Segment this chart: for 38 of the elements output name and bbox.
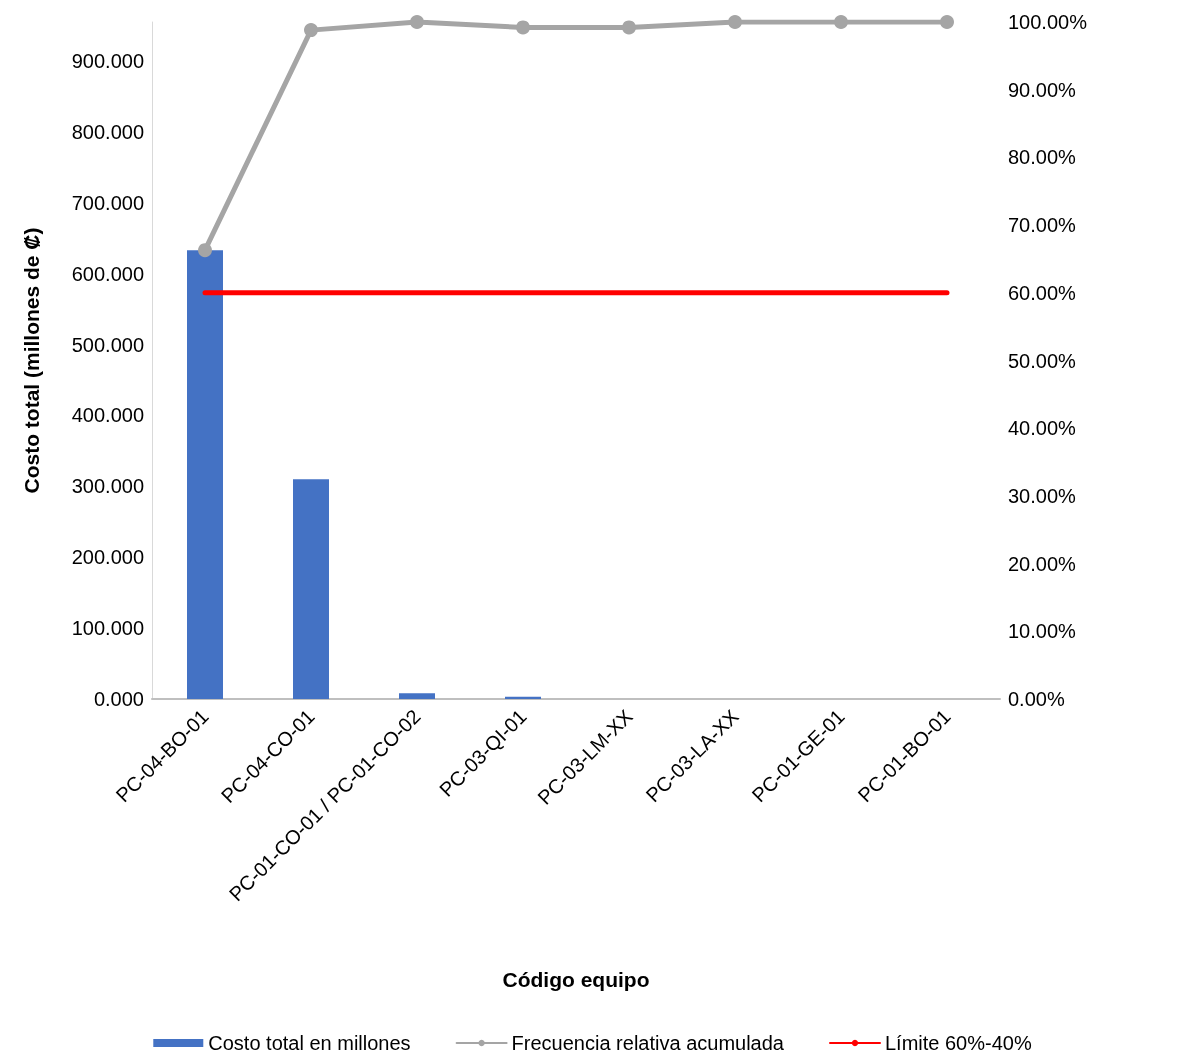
- y-tick-label: 400.000: [71, 404, 144, 427]
- bar: [293, 479, 329, 699]
- y-tick-label: 100.000: [71, 617, 144, 640]
- y-tick-label: 500.000: [71, 333, 144, 356]
- point: [198, 243, 212, 258]
- y2-tick-label: 10.00%: [1008, 620, 1077, 643]
- y-tick-label: 900.000: [71, 49, 144, 72]
- y2-tick-label: 90.00%: [1008, 78, 1077, 101]
- y2-tick-label: 70.00%: [1008, 214, 1077, 237]
- legend-label: Límite 60%-40%: [884, 1032, 1032, 1054]
- bar: [505, 696, 541, 699]
- point: [622, 20, 636, 35]
- y-tick-label: 800.000: [71, 120, 144, 143]
- y-tick-label: 600.000: [71, 262, 144, 285]
- legend-label: Costo total en millones: [208, 1032, 411, 1054]
- point: [516, 20, 530, 35]
- point: [940, 15, 954, 29]
- y2-tick-label: 100.00%: [1008, 11, 1088, 33]
- y2-tick-label: 60.00%: [1008, 281, 1077, 304]
- y-tick-label: 700.000: [71, 191, 144, 214]
- y2-tick-label: 0.00%: [1008, 688, 1065, 710]
- y-tick-label: 0.000: [93, 688, 144, 710]
- point: [834, 15, 848, 29]
- point: [304, 23, 318, 38]
- y-tick-label: 200.000: [71, 546, 144, 569]
- point: [410, 15, 424, 29]
- legend-label: Frecuencia relativa acumulada: [511, 1032, 785, 1054]
- x-axis-title: Código equipo: [502, 968, 650, 991]
- y2-tick-label: 50.00%: [1008, 349, 1077, 372]
- y2-tick-label: 20.00%: [1008, 552, 1077, 575]
- point: [728, 15, 742, 29]
- bar: [187, 250, 223, 699]
- y2-tick-label: 80.00%: [1008, 146, 1077, 169]
- y2-tick-label: 30.00%: [1008, 484, 1077, 507]
- y-tick-label: 300.000: [71, 475, 144, 498]
- bar: [399, 693, 435, 699]
- y2-tick-label: 40.00%: [1008, 417, 1077, 440]
- y-axis-title: Costo total (millones de ₡): [20, 227, 43, 494]
